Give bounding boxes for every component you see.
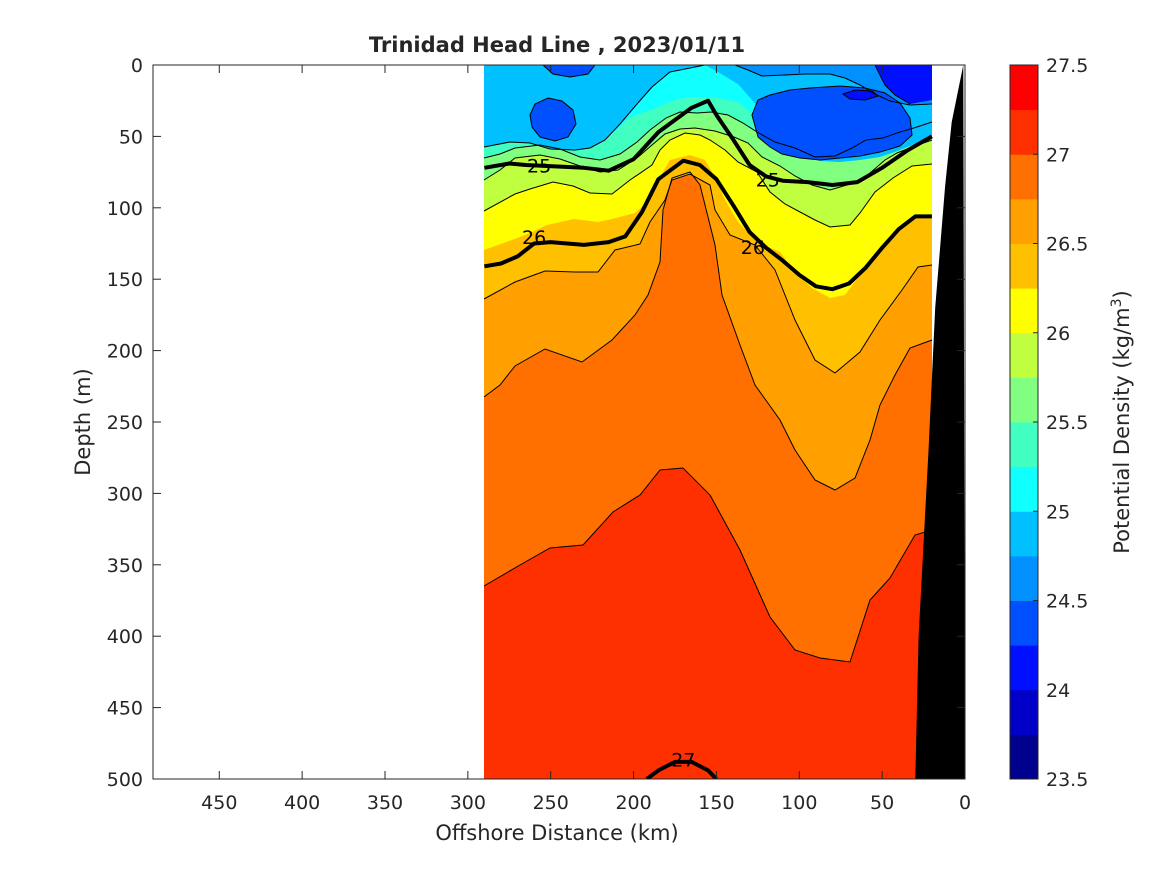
y-tick-label: 200 bbox=[107, 341, 143, 363]
colorbar bbox=[1009, 64, 1039, 780]
colorbar-swatch bbox=[1010, 332, 1038, 378]
contour-label: 27 bbox=[671, 749, 695, 771]
contour-label: 25 bbox=[756, 170, 780, 192]
colorbar-swatch bbox=[1010, 600, 1038, 646]
y-tick-label: 350 bbox=[107, 555, 143, 577]
y-tick-label: 300 bbox=[107, 483, 143, 505]
y-axis-ticks: 0 50 100 150 200 250 300 350 400 450 500 bbox=[107, 55, 965, 791]
blob-blue-4 bbox=[875, 65, 932, 104]
colorbar-swatch bbox=[1010, 109, 1038, 155]
blob-blue-2 bbox=[752, 86, 912, 160]
isopycnal-27 bbox=[645, 759, 718, 779]
y-tick-label: 400 bbox=[107, 626, 143, 648]
colorbar-swatch bbox=[1010, 734, 1038, 780]
thin-contour-blob-1 bbox=[529, 97, 577, 142]
seafloor-bathymetry bbox=[915, 65, 965, 779]
x-tick-label: 150 bbox=[698, 792, 734, 814]
thin-contour-3 bbox=[483, 173, 933, 374]
colorbar-label-sup: 3 bbox=[1109, 298, 1125, 307]
colorbar-swatch bbox=[1010, 466, 1038, 512]
y-tick-label: 150 bbox=[107, 269, 143, 291]
colorbar-ticks: 23.5 24 24.5 25 25.5 26 26.5 27 27.5 bbox=[1033, 55, 1088, 791]
x-tick-label: 200 bbox=[615, 792, 651, 814]
contour-label: 26 bbox=[522, 227, 546, 249]
thin-contour-4 bbox=[483, 132, 933, 228]
colorbar-swatch bbox=[1010, 689, 1038, 735]
x-axis-label: Offshore Distance (km) bbox=[435, 821, 678, 845]
colorbar-tick-label: 23.5 bbox=[1046, 769, 1088, 791]
colorbar-swatch bbox=[1010, 243, 1038, 289]
thin-contour-8 bbox=[734, 65, 933, 106]
contour-label: 26 bbox=[741, 237, 765, 259]
colorbar-swatch bbox=[1010, 65, 1038, 111]
y-tick-label: 500 bbox=[107, 769, 143, 791]
colorbar-swatch bbox=[1010, 154, 1038, 200]
x-tick-label: 350 bbox=[367, 792, 403, 814]
colorbar-swatch bbox=[1010, 511, 1038, 557]
y-tick-label: 450 bbox=[107, 698, 143, 720]
colorbar-tick-label: 24 bbox=[1046, 680, 1070, 702]
x-tick-label: 100 bbox=[781, 792, 817, 814]
y-tick-label: 50 bbox=[119, 126, 143, 148]
colorbar-tick-label: 27.5 bbox=[1046, 55, 1088, 77]
colorbar-swatch bbox=[1010, 422, 1038, 468]
x-tick-label: 300 bbox=[450, 792, 486, 814]
x-tick-label: 50 bbox=[870, 792, 894, 814]
contour-fill-area: 25 25 26 26 27 bbox=[483, 65, 965, 779]
y-tick-label: 0 bbox=[131, 55, 143, 77]
colorbar-swatch bbox=[1010, 645, 1038, 691]
labeled-isopycnals bbox=[484, 98, 933, 779]
colorbar-tick-label: 25.5 bbox=[1046, 412, 1088, 434]
blob-blue-1 bbox=[530, 98, 576, 141]
isopycnal-26 bbox=[484, 158, 932, 292]
y-tick-label: 100 bbox=[107, 198, 143, 220]
isopycnal-25 bbox=[484, 98, 933, 187]
colorbar-tick-label: 27 bbox=[1046, 144, 1070, 166]
colorbar-label-main: Potential Density (kg/m bbox=[1110, 307, 1134, 553]
x-tick-label: 450 bbox=[201, 792, 237, 814]
colorbar-swatch bbox=[1010, 288, 1038, 334]
colorbar-tick-label: 26.5 bbox=[1046, 234, 1088, 256]
chart-title: Trinidad Head Line , 2023/01/11 bbox=[369, 33, 745, 57]
blob-blue-5 bbox=[843, 90, 878, 100]
blob-blue-3 bbox=[543, 65, 595, 77]
thin-contour-10 bbox=[874, 65, 911, 105]
y-axis-label: Depth (m) bbox=[71, 368, 95, 475]
colorbar-tick-label: 25 bbox=[1046, 501, 1070, 523]
x-tick-label: 0 bbox=[959, 792, 971, 814]
y-tick-label: 250 bbox=[107, 412, 143, 434]
colorbar-tick-label: 26 bbox=[1046, 323, 1070, 345]
thin-contour-blob-2 bbox=[751, 85, 913, 161]
colorbar-label-end: ) bbox=[1110, 290, 1134, 298]
thin-contour-1 bbox=[483, 467, 933, 663]
colorbar-label: Potential Density (kg/m3) bbox=[1109, 290, 1134, 554]
x-tick-label: 400 bbox=[284, 792, 320, 814]
thin-contour-6 bbox=[483, 111, 933, 161]
contour-labels: 25 25 26 26 27 bbox=[522, 155, 780, 771]
x-axis-ticks: 450 400 350 300 250 200 150 100 50 0 bbox=[201, 65, 971, 814]
colorbar-swatch bbox=[1010, 377, 1038, 423]
colorbar-tick-label: 24.5 bbox=[1046, 591, 1088, 613]
colorbar-swatch bbox=[1010, 198, 1038, 244]
contour-label: 25 bbox=[527, 155, 551, 177]
thin-contour-7 bbox=[483, 65, 706, 151]
thin-contour-9 bbox=[542, 65, 596, 78]
x-tick-label: 250 bbox=[533, 792, 569, 814]
colorbar-swatch bbox=[1010, 555, 1038, 601]
thin-contour-blob-3 bbox=[841, 89, 880, 101]
thin-contour-2 bbox=[483, 171, 933, 491]
